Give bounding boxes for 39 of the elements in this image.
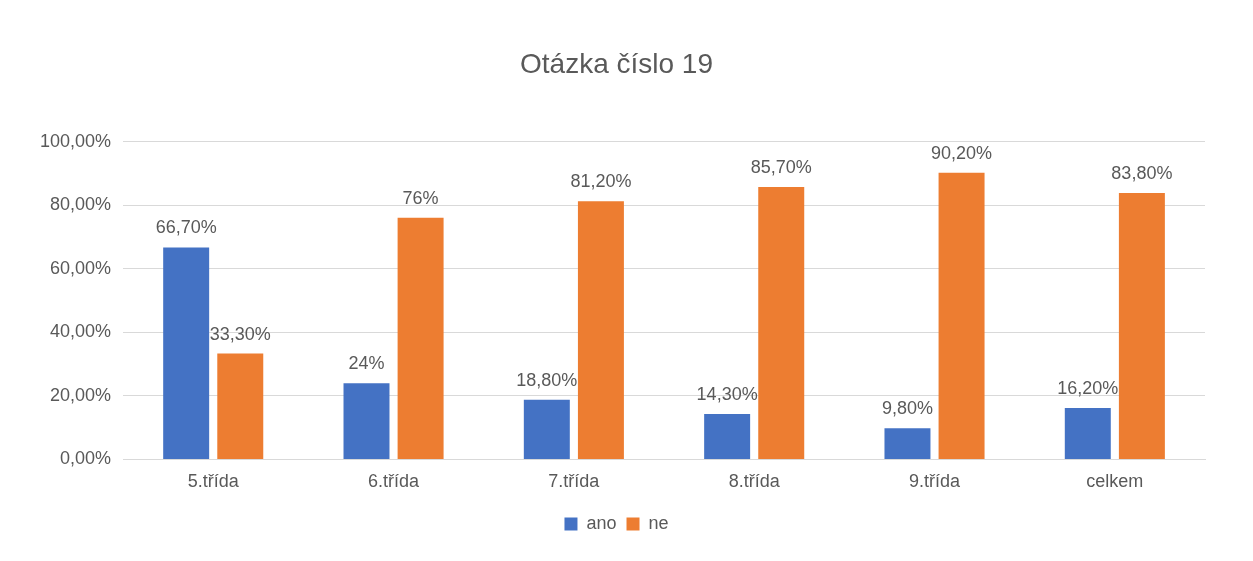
data-label: 33,30%	[209, 323, 271, 344]
data-label: 24%	[348, 353, 385, 374]
bar	[343, 383, 390, 459]
bar	[758, 187, 805, 459]
y-tick-label: 0,00%	[60, 448, 112, 469]
bar	[1064, 407, 1111, 459]
data-label: 90,20%	[931, 142, 993, 163]
bar	[397, 217, 444, 459]
data-label: 9,80%	[881, 398, 933, 419]
bar	[577, 201, 624, 459]
x-tick-label: 5.třída	[187, 471, 240, 492]
data-label: 16,20%	[1057, 377, 1119, 398]
legend-label: ano	[586, 512, 617, 533]
data-label: 76%	[402, 187, 439, 208]
data-label: 81,20%	[570, 171, 632, 192]
x-tick-label: 9.třída	[909, 471, 962, 492]
y-tick-label: 40,00%	[50, 321, 112, 342]
y-tick-label: 60,00%	[50, 257, 112, 278]
chart-title: Otázka číslo 19	[520, 47, 713, 79]
data-label: 18,80%	[516, 369, 578, 390]
bar	[523, 399, 570, 459]
bar	[1118, 193, 1165, 459]
bar	[938, 172, 985, 459]
bar	[217, 353, 264, 459]
data-label: 66,70%	[155, 217, 217, 238]
y-tick-label: 100,00%	[40, 130, 112, 151]
data-label: 14,30%	[696, 383, 758, 404]
x-tick-label: 8.třída	[728, 471, 781, 492]
legend-label: ne	[648, 512, 669, 533]
data-label: 83,80%	[1111, 163, 1173, 184]
y-tick-label: 20,00%	[50, 384, 112, 405]
x-tick-label: 6.třída	[368, 471, 421, 492]
x-tick-label: celkem	[1086, 471, 1144, 492]
data-label: 85,70%	[750, 157, 812, 178]
bar	[704, 413, 751, 459]
bar	[884, 428, 931, 459]
y-tick-label: 80,00%	[50, 194, 112, 215]
x-tick-label: 7.třída	[548, 471, 601, 492]
bar	[163, 247, 210, 459]
